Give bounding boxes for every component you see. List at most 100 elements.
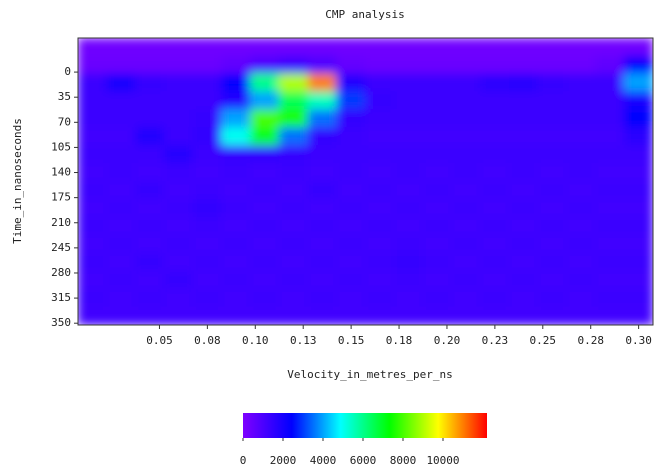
heat-cell [422, 109, 453, 129]
heat-cell [623, 109, 653, 129]
heat-cell [393, 127, 424, 147]
heat-cell [106, 216, 136, 236]
heat-cell [307, 181, 338, 200]
heat-cell [221, 252, 251, 272]
heat-cell [221, 216, 251, 236]
heat-cell [307, 91, 338, 111]
heat-cell [508, 73, 539, 93]
heat-cell [422, 216, 453, 236]
y-axis-label: Time_in_nanoseconds [11, 118, 24, 244]
heat-cell [78, 198, 108, 218]
heat-cell [422, 163, 453, 182]
heat-cell [135, 38, 165, 57]
heat-cell [537, 288, 568, 308]
heat-cell [106, 181, 136, 200]
heat-cell [623, 55, 653, 75]
heat-cell [537, 38, 568, 57]
heat-cell [595, 145, 625, 165]
y-tick-label: 245 [51, 241, 71, 254]
heat-cell [566, 38, 596, 57]
heat-cell [537, 181, 568, 200]
heat-cell [566, 163, 596, 182]
heat-cell [365, 145, 395, 165]
heat-cell [393, 234, 424, 254]
heat-cell [393, 216, 424, 236]
heat-cell [163, 38, 194, 57]
heat-cell [623, 216, 653, 236]
heat-cell [250, 145, 280, 165]
heat-cell [595, 109, 625, 129]
heat-cell [595, 73, 625, 93]
heat-cell [135, 181, 165, 200]
heat-cell [278, 91, 309, 111]
heat-cell [106, 55, 136, 75]
heat-cell [422, 306, 453, 325]
heat-cell [623, 270, 653, 290]
heat-cell [537, 145, 568, 165]
heat-cell [221, 38, 251, 57]
heat-cell [135, 163, 165, 182]
heat-cell [135, 109, 165, 129]
heat-cell [480, 38, 510, 57]
heat-cell [307, 288, 338, 308]
heat-cell [163, 234, 194, 254]
heat-cell [422, 145, 453, 165]
heat-cell [537, 306, 568, 325]
heat-cell [192, 38, 223, 57]
y-tick-label: 35 [58, 90, 71, 103]
heat-cell [163, 198, 194, 218]
heat-cell [278, 288, 309, 308]
heatmap [78, 38, 653, 325]
heat-cell [221, 198, 251, 218]
heat-cell [307, 73, 338, 93]
heat-cell [595, 306, 625, 325]
heat-cell [480, 306, 510, 325]
heat-cell [336, 91, 366, 111]
heat-cell [221, 181, 251, 200]
x-tick-label: 0.20 [434, 334, 461, 347]
heat-cell [221, 91, 251, 111]
y-tick-label: 210 [51, 216, 71, 229]
x-tick-label: 0.18 [386, 334, 413, 347]
heat-cell [192, 216, 223, 236]
heat-cell [192, 109, 223, 129]
heat-cell [307, 145, 338, 165]
heat-cell [595, 127, 625, 147]
heat-cell [106, 127, 136, 147]
heat-cell [623, 91, 653, 111]
heat-cell [365, 234, 395, 254]
heat-cell [307, 306, 338, 325]
heat-cell [623, 127, 653, 147]
heat-cell [393, 198, 424, 218]
heat-cell [566, 252, 596, 272]
heat-cell [365, 216, 395, 236]
heat-cell [365, 91, 395, 111]
heat-cell [135, 252, 165, 272]
heat-cell [106, 163, 136, 182]
heat-cell [192, 198, 223, 218]
colorbar-tick-label: 0 [240, 454, 247, 467]
y-tick-label: 175 [51, 191, 71, 204]
heat-cell [221, 306, 251, 325]
heat-cell [163, 252, 194, 272]
heat-cell [508, 216, 539, 236]
heat-cell [192, 127, 223, 147]
heat-cell [163, 216, 194, 236]
heat-cell [78, 145, 108, 165]
heat-cell [336, 73, 366, 93]
heat-cell [537, 216, 568, 236]
heat-cell [508, 288, 539, 308]
heat-cell [451, 145, 481, 165]
heat-cell [566, 198, 596, 218]
heat-cell [192, 145, 223, 165]
heat-cell [451, 306, 481, 325]
heat-cell [595, 181, 625, 200]
heat-cell [106, 288, 136, 308]
heat-cell [278, 145, 309, 165]
x-tick-label: 0.23 [482, 334, 509, 347]
heat-cell [422, 91, 453, 111]
heat-cell [106, 91, 136, 111]
heat-cell [221, 55, 251, 75]
